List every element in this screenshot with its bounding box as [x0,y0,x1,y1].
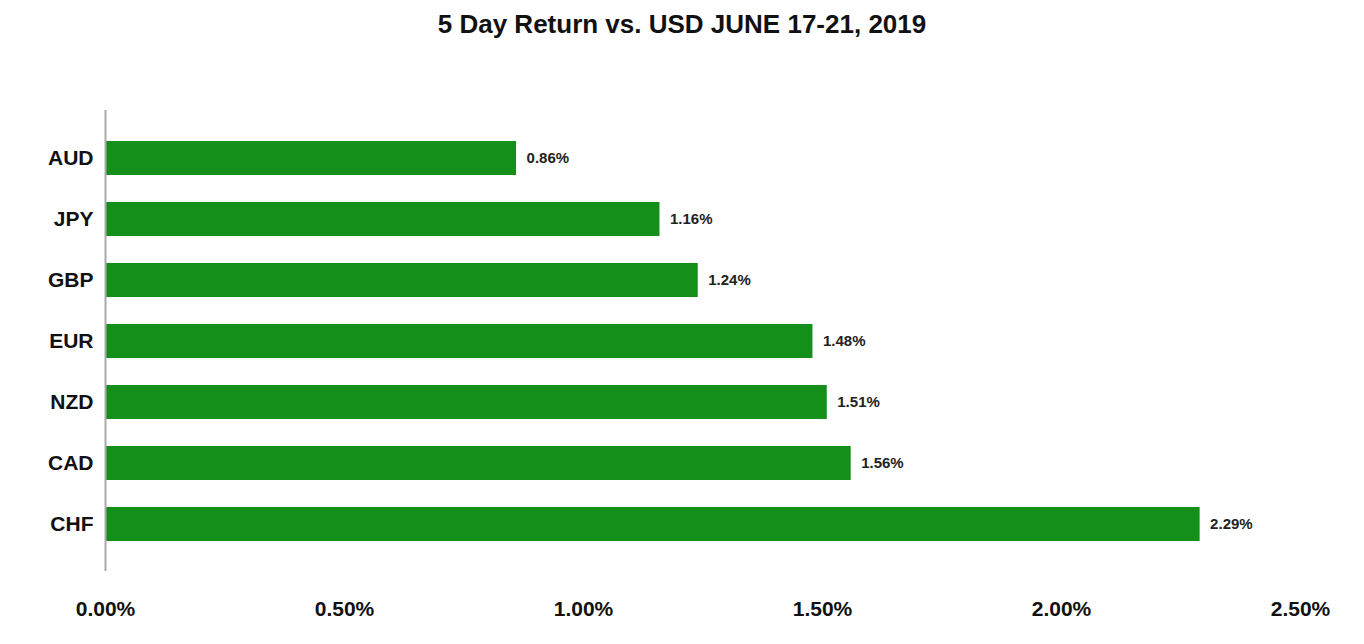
svg-text:NZD: NZD [50,390,93,413]
svg-text:1.50%: 1.50% [793,597,853,620]
svg-text:2.50%: 2.50% [1271,597,1331,620]
svg-text:1.48%: 1.48% [823,332,866,349]
svg-text:AUD: AUD [48,146,94,169]
svg-text:1.24%: 1.24% [708,271,751,288]
svg-text:1.56%: 1.56% [861,454,904,471]
svg-text:EUR: EUR [49,329,93,352]
svg-text:1.16%: 1.16% [670,210,713,227]
svg-text:CHF: CHF [50,512,93,535]
svg-text:GBP: GBP [48,268,94,291]
svg-text:JPY: JPY [54,207,94,230]
svg-text:CAD: CAD [48,451,94,474]
svg-text:0.50%: 0.50% [315,597,375,620]
svg-text:2.00%: 2.00% [1032,597,1092,620]
html-text:5 Day Return vs. USD JUNE 17-2: 5 Day Return vs. USD JUNE 17-21, 2019 [437,9,927,39]
svg-text:1.00%: 1.00% [554,597,614,620]
svg-text:0.00%: 0.00% [76,597,136,620]
svg-text:1.51%: 1.51% [837,393,880,410]
svg-text:0.86%: 0.86% [527,149,570,166]
svg-text:2.29%: 2.29% [1210,515,1253,532]
